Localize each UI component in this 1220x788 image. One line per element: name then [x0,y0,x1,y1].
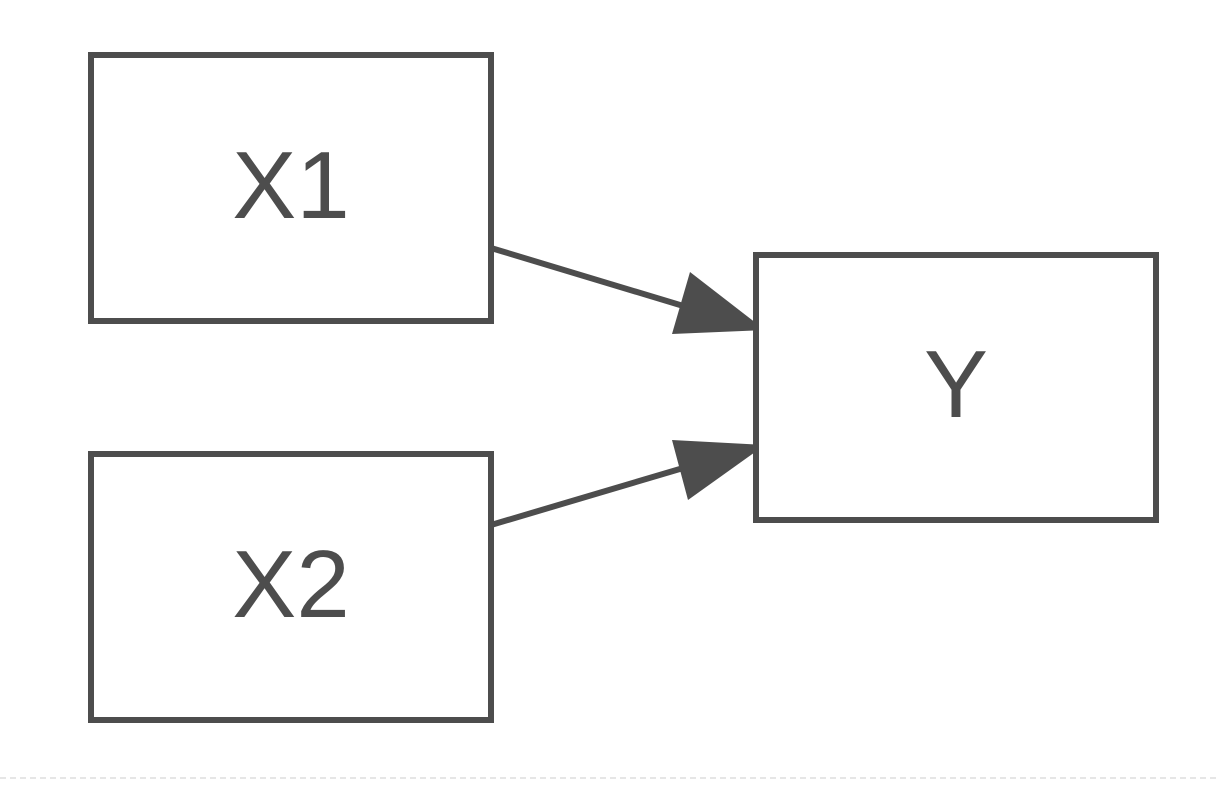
edge-line [490,463,691,528]
arrowhead-icon [672,272,765,334]
node-x1: X1 [88,52,494,324]
edge-x2-to-y [490,440,765,528]
node-label: Y [924,331,988,438]
edge-x1-to-y [490,245,765,334]
node-y: Y [753,252,1159,523]
edge-line [490,245,691,311]
node-label: X1 [232,132,349,239]
node-x2: X2 [88,451,494,723]
node-box [88,52,494,324]
node-label: X2 [232,531,349,638]
node-box [88,451,494,723]
node-box [753,252,1159,523]
arrowhead-icon [672,440,765,500]
